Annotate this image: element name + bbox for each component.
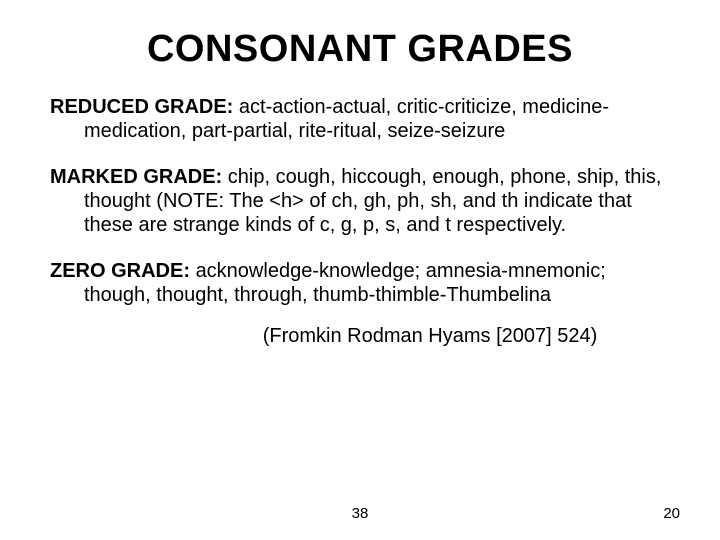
zero-label: ZERO GRADE:	[50, 260, 196, 282]
marked-label: MARKED GRADE:	[50, 166, 228, 188]
section-zero: ZERO GRADE: acknowledge-knowledge; amnes…	[50, 259, 670, 307]
reduced-label: REDUCED GRADE:	[50, 96, 239, 118]
section-reduced: REDUCED GRADE: act-action-actual, critic…	[50, 95, 670, 143]
citation-line: (Fromkin Rodman Hyams [2007] 524)	[50, 325, 670, 348]
section-marked: MARKED GRADE: chip, cough, hiccough, eno…	[50, 165, 670, 237]
slide-title: CONSONANT GRADES	[50, 28, 670, 71]
slide-container: CONSONANT GRADES REDUCED GRADE: act-acti…	[0, 0, 720, 540]
page-number-center: 38	[0, 505, 720, 522]
page-number-right: 20	[663, 505, 680, 522]
